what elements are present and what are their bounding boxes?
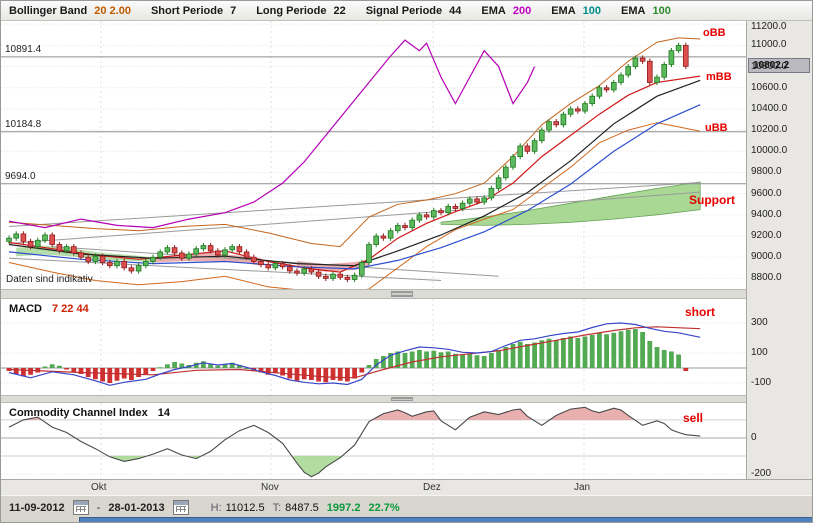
indicator-name: Signal Periode [365,4,443,17]
support-zone-label: Support [689,193,735,207]
axis-tick-label: 0 [751,431,757,443]
axis-tick-label: 10000.0 [751,145,788,157]
indicator-params: 100 [652,4,671,17]
data-disclaimer: Daten sind indikativ [6,274,93,285]
lower-bollinger-band-label: uBB [705,122,728,134]
indicator-name: EMA [551,4,576,17]
axis-tick-label: 11000.0 [751,39,787,51]
last-price-box: 10802.2 [748,58,810,74]
status-bar-content: 11-09-2012 - 28-01-2013 H: 11012.5 T: 84… [1,496,812,515]
indicator-ema-100b[interactable]: EMA 100 [621,5,671,17]
indicator-params: 22 [333,4,346,17]
indicator-name: EMA [481,4,506,17]
indicator-name: Short Periode [150,4,224,17]
axis-tick-label: 9400.0 [751,208,782,220]
indicator-short-periode[interactable]: Short Periode 7 [151,5,236,17]
indicator-name: EMA [621,4,646,17]
macd-params: 7 22 44 [52,303,89,315]
panel-splitter[interactable] [1,395,746,403]
macd-chart-canvas[interactable] [1,299,746,395]
time-axis-month-label: Jan [574,482,591,493]
splitter-grip-icon[interactable] [391,397,413,401]
indicator-params: 20 2.00 [94,4,131,17]
panel-splitter[interactable] [1,289,746,299]
calendar-icon[interactable] [72,500,89,515]
axis-tick-label: 10600.0 [751,81,788,93]
macd-title-text: MACD [9,303,42,315]
high-label: H: [210,501,222,514]
cci-panel: Commodity Channel Index 14 sell [1,403,746,479]
axis-tick-label: 9200.0 [751,230,782,242]
cci-params: 14 [157,407,170,419]
range-start-date: 11-09-2012 [9,501,65,514]
axis-tick-label: 8800.0 [751,272,782,284]
cci-title-text: Commodity Channel Index [9,407,148,419]
upper-bollinger-band-label: oBB [703,27,726,39]
change-percent: 22.7% [368,501,400,514]
period-high: H: 11012.5 [211,502,265,514]
sell-signal-label: sell [683,411,704,425]
macd-title: MACD 7 22 44 [9,303,89,315]
high-value: 11012.5 [225,501,265,514]
low-label: T: [272,501,282,514]
axis-tick-label: 10400.0 [751,102,788,114]
axis-tick-label: 9000.0 [751,251,782,263]
axis-tick-label: 9800.0 [751,166,782,178]
period-low: T: 8487.5 [273,502,319,514]
indicator-params: 200 [512,4,532,17]
horizontal-scrollbar[interactable] [79,517,812,522]
indicator-name: Bollinger Band [9,4,88,17]
middle-bollinger-band-label: mBB [706,71,732,83]
time-axis: Okt Nov Dez Jan [1,479,812,495]
price-axis: 10802.2 11200.0 11000.0 10800.0 10600.0 1040… [746,21,812,479]
cci-title: Commodity Channel Index 14 [9,407,170,419]
indicator-long-periode[interactable]: Long Periode 22 [256,5,346,17]
indicator-ema-100[interactable]: EMA 100 [551,5,601,17]
indicator-bollinger-band[interactable]: Bollinger Band 20 2.00 [9,5,131,17]
macd-panel: MACD 7 22 44 short [1,299,746,395]
axis-tick-label: -100 [751,377,772,388]
price-chart-panel: 10891.4 10184.8 9694.0 oBB mBB uBB Support… [1,21,746,295]
indicator-params: 7 [230,4,237,17]
splitter-grip-icon[interactable] [391,291,413,297]
short-signal-label: short [685,305,715,319]
indicator-signal-periode[interactable]: Signal Periode 44 [366,5,462,17]
low-value: 8487.5 [285,501,319,514]
axis-tick-label: -200 [751,467,772,479]
time-axis-month-label: Dez [423,482,441,493]
indicator-ema-200[interactable]: EMA 200 [481,5,531,17]
price-chart-canvas[interactable] [1,21,746,295]
axis-tick-label: 10200.0 [751,124,788,136]
time-axis-month-label: Okt [91,482,107,493]
axis-tick-label: 11200.0 [751,21,787,32]
axis-tick-label: 100 [751,347,768,358]
cci-chart-canvas[interactable] [1,403,746,479]
indicator-params: 100 [582,4,602,17]
axis-tick-label: 300 [751,317,768,328]
indicator-name: Long Periode [256,4,327,17]
time-axis-month-label: Nov [261,482,279,493]
axis-tick-label: 9600.0 [751,187,782,199]
date-separator: - [96,501,101,514]
axis-tick-label: 10800.0 [751,60,788,72]
calendar-icon[interactable] [172,500,189,515]
indicator-params: 44 [449,4,462,17]
indicator-settings-bar: Bollinger Band 20 2.00 Short Periode 7 L… [1,1,812,21]
range-end-date: 28-01-2013 [108,501,165,514]
change-value: 1997.2 [326,501,361,514]
